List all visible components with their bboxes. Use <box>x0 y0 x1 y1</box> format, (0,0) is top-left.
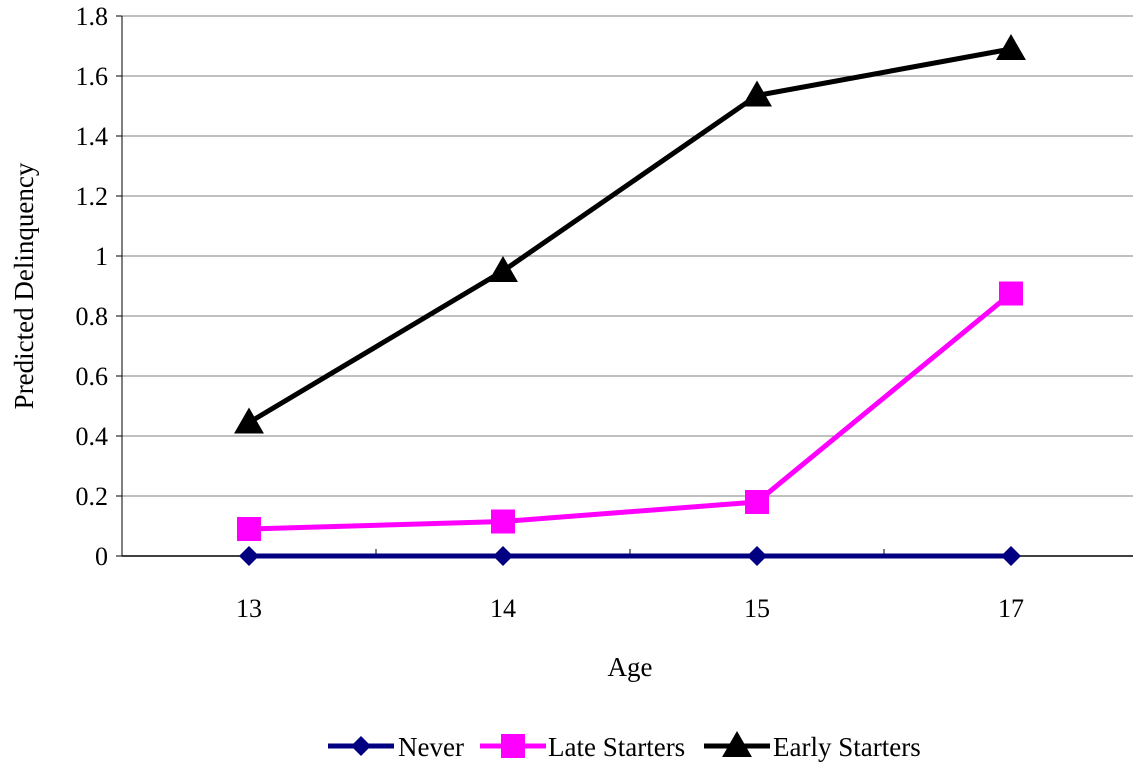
y-tick-label: 1.2 <box>76 182 109 211</box>
y-tick-label: 1.4 <box>76 122 109 151</box>
data-point <box>999 281 1023 306</box>
series-early-starters <box>234 34 1026 434</box>
x-tick-labels: 13 14 15 17 <box>236 594 1024 623</box>
legend-item: Late Starters <box>480 732 685 762</box>
data-point <box>747 546 767 566</box>
series-late-starters <box>237 281 1023 541</box>
x-tick-label: 15 <box>744 594 770 623</box>
series <box>234 34 1026 566</box>
data-point <box>745 490 769 514</box>
y-axis-label: Predicted Delinquency <box>9 162 39 409</box>
data-point <box>996 34 1026 61</box>
y-tick-labels: 0 0.2 0.4 0.6 0.8 1 1.2 1.4 1.6 1.8 <box>76 2 109 571</box>
legend-marker <box>351 736 371 756</box>
grid-lines <box>122 15 1133 497</box>
legend-item: Early Starters <box>704 731 921 762</box>
data-point <box>237 517 261 541</box>
data-point <box>742 80 772 107</box>
data-point <box>239 546 259 566</box>
y-tick-label: 0.2 <box>76 482 109 511</box>
x-tick-label: 13 <box>236 594 262 623</box>
legend-item: Never <box>328 732 464 762</box>
x-tick-label: 17 <box>998 594 1024 623</box>
series-line <box>248 291 1013 532</box>
legend-label: Never <box>398 732 464 762</box>
x-axis-label: Age <box>608 652 653 682</box>
y-tick-label: 1.6 <box>76 62 109 91</box>
legend: Never Late Starters Early Starters <box>328 731 921 762</box>
y-tick-label: 0.8 <box>76 302 109 331</box>
data-point <box>488 256 518 283</box>
series-line <box>247 46 1012 425</box>
legend-marker <box>722 731 752 758</box>
data-point <box>234 407 264 434</box>
y-tick-label: 1 <box>95 242 108 271</box>
x-tick-label: 14 <box>490 594 516 623</box>
data-point <box>1001 546 1021 566</box>
data-point <box>491 509 515 534</box>
series-never <box>239 546 1021 566</box>
legend-label: Late Starters <box>548 732 685 762</box>
y-tick-label: 0.6 <box>76 362 109 391</box>
data-point <box>493 546 513 566</box>
y-tick-label: 0 <box>95 542 108 571</box>
y-tick-label: 1.8 <box>76 2 109 31</box>
legend-marker <box>501 734 525 758</box>
y-tick-label: 0.4 <box>76 422 109 451</box>
legend-label: Early Starters <box>773 732 921 762</box>
axes <box>116 15 1133 557</box>
